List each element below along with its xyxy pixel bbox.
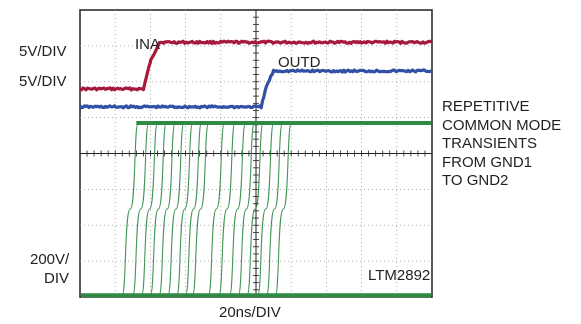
- outd-trace-label: OUTD: [278, 54, 321, 71]
- ina-trace-label: INA: [135, 36, 160, 53]
- part-number-label: LTM2892: [368, 267, 430, 284]
- annotation-note: REPETITIVE COMMON MODE TRANSIENTS FROM G…: [442, 98, 561, 191]
- annotation-line: TO GND2: [442, 172, 561, 191]
- annotation-line: TRANSIENTS: [442, 135, 561, 154]
- outd-scale-label: 5V/DIV: [19, 73, 67, 90]
- annotation-line: REPETITIVE: [442, 98, 561, 117]
- x-axis-scale-label: 20ns/DIV: [219, 304, 281, 321]
- transient-scale-label-line1: 200V/: [30, 251, 69, 268]
- transient-scale-label-line2: DIV: [44, 270, 69, 287]
- ina-scale-label: 5V/DIV: [19, 43, 67, 60]
- annotation-line: FROM GND1: [442, 154, 561, 173]
- annotation-line: COMMON MODE: [442, 117, 561, 136]
